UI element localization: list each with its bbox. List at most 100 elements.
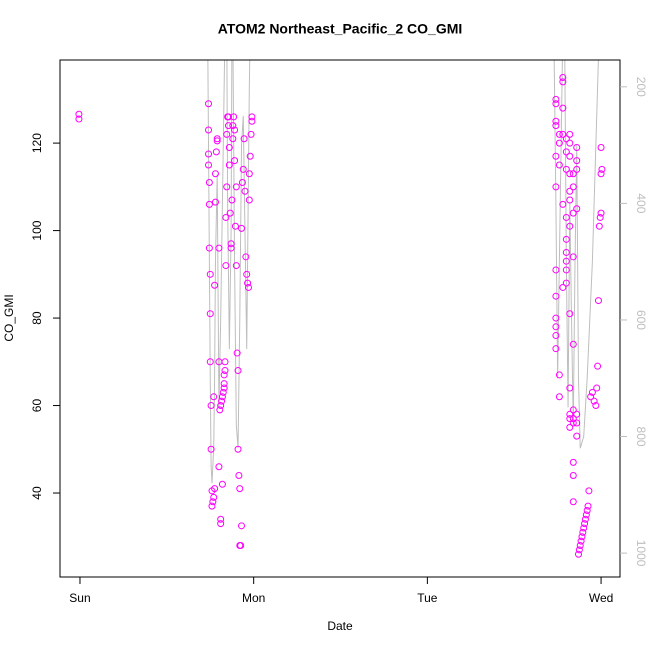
y-tick-label: 60 (30, 399, 44, 413)
point (223, 183, 231, 191)
point (233, 349, 241, 357)
point (596, 213, 604, 221)
point (566, 196, 574, 204)
point (232, 183, 240, 191)
point (597, 209, 605, 217)
point (217, 520, 225, 528)
point (207, 445, 215, 453)
point (573, 410, 581, 418)
point (555, 161, 563, 169)
point (206, 358, 214, 366)
point (247, 130, 255, 138)
point (207, 402, 215, 410)
point (569, 472, 577, 480)
point (552, 183, 560, 191)
point (205, 200, 213, 208)
point (598, 165, 606, 173)
point (552, 323, 560, 331)
point (244, 279, 252, 287)
point (569, 253, 577, 261)
point (566, 410, 574, 418)
point (224, 113, 232, 121)
point (217, 402, 225, 410)
point (559, 73, 567, 81)
point (584, 502, 592, 510)
point (226, 209, 234, 217)
point (566, 170, 574, 178)
point (224, 122, 232, 130)
point (569, 183, 577, 191)
point (244, 283, 252, 291)
point (239, 165, 247, 173)
point (581, 515, 589, 523)
point (205, 161, 213, 169)
point (595, 222, 603, 230)
point (582, 511, 590, 519)
point (211, 281, 219, 289)
point (592, 402, 600, 410)
point (248, 117, 256, 125)
x-axis-label: Date (327, 619, 353, 633)
point (225, 161, 233, 169)
y-tick-label: 80 (30, 311, 44, 325)
point (555, 130, 563, 138)
point (245, 196, 253, 204)
point (562, 248, 570, 256)
point (208, 502, 216, 510)
point (227, 240, 235, 248)
point (228, 196, 236, 204)
point (215, 463, 223, 471)
point (559, 130, 567, 138)
y-tick-label: 100 (30, 220, 44, 240)
point (588, 388, 596, 396)
point (220, 380, 228, 388)
point (206, 270, 214, 278)
point (569, 458, 577, 466)
point (566, 139, 574, 147)
point (209, 498, 217, 506)
point (552, 332, 560, 340)
point (552, 117, 560, 125)
point (569, 209, 577, 217)
chart-title: ATOM2 Northeast_Pacific_2 CO_GMI (218, 21, 463, 37)
point (562, 266, 570, 274)
point (211, 170, 219, 178)
point (573, 165, 581, 173)
point (237, 542, 245, 550)
point (566, 384, 574, 392)
point (555, 371, 563, 379)
point (597, 143, 605, 151)
point (559, 78, 567, 86)
x-tick-label: Wed (589, 591, 613, 605)
y-axis-label: CO_GMI (2, 294, 16, 341)
point (569, 170, 577, 178)
point (569, 406, 577, 414)
point (566, 152, 574, 160)
point (569, 498, 577, 506)
x-tick-label: Sun (69, 591, 90, 605)
point (559, 104, 567, 112)
point (241, 187, 249, 195)
point (555, 139, 563, 147)
point (231, 222, 239, 230)
point (225, 143, 233, 151)
point (234, 445, 242, 453)
point (579, 528, 587, 536)
point (562, 257, 570, 265)
point (578, 533, 586, 541)
point (220, 384, 228, 392)
point (213, 137, 221, 145)
point (559, 283, 567, 291)
point (216, 406, 224, 414)
y2-tick-label: 1000 (634, 540, 648, 567)
point (248, 113, 256, 121)
point (243, 270, 251, 278)
point (573, 143, 581, 151)
y2-tick-label: 800 (634, 427, 648, 447)
point (210, 393, 218, 401)
point (590, 397, 598, 405)
y2-tick-label: 600 (634, 310, 648, 330)
point (552, 100, 560, 108)
point (229, 122, 237, 130)
